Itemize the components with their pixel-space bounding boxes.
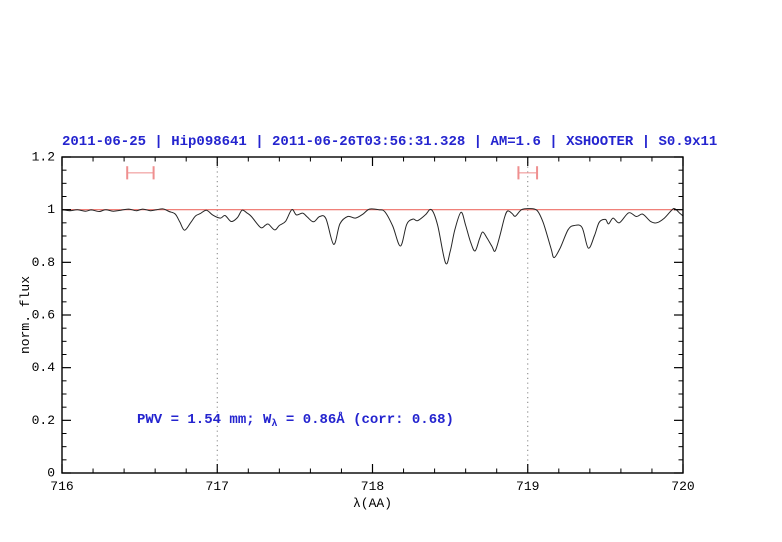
x-tick-label: 719 (516, 479, 539, 494)
y-tick-label: 0.2 (32, 413, 55, 428)
spectrum-line (61, 207, 684, 265)
y-tick-label: 0 (47, 466, 55, 481)
x-tick-label: 718 (361, 479, 384, 494)
x-axis-label: λ(AA) (352, 496, 392, 511)
y-tick-label: 0.6 (32, 308, 55, 323)
pwv-annotation-suffix: = 0.86Å (corr: 0.68) (277, 412, 454, 428)
plot-title: 2011-06-25 | Hip098641 | 2011-06-26T03:5… (62, 134, 718, 150)
y-tick-label: 1.2 (32, 150, 55, 165)
x-tick-label: 716 (50, 479, 73, 494)
y-tick-label: 0.4 (32, 360, 56, 375)
pwv-annotation: PWV = 1.54 mm; Wλ = 0.86Å (corr: 0.68) (137, 412, 454, 430)
pwv-annotation-subscript: λ (271, 419, 278, 431)
pwv-annotation-prefix: PWV = 1.54 mm; W (137, 412, 272, 428)
y-tick-label: 1 (47, 202, 55, 217)
x-tick-label: 717 (206, 479, 229, 494)
y-axis-label: norm. flux (18, 276, 33, 355)
x-tick-label: 720 (671, 479, 694, 494)
y-tick-label: 0.8 (32, 255, 55, 270)
